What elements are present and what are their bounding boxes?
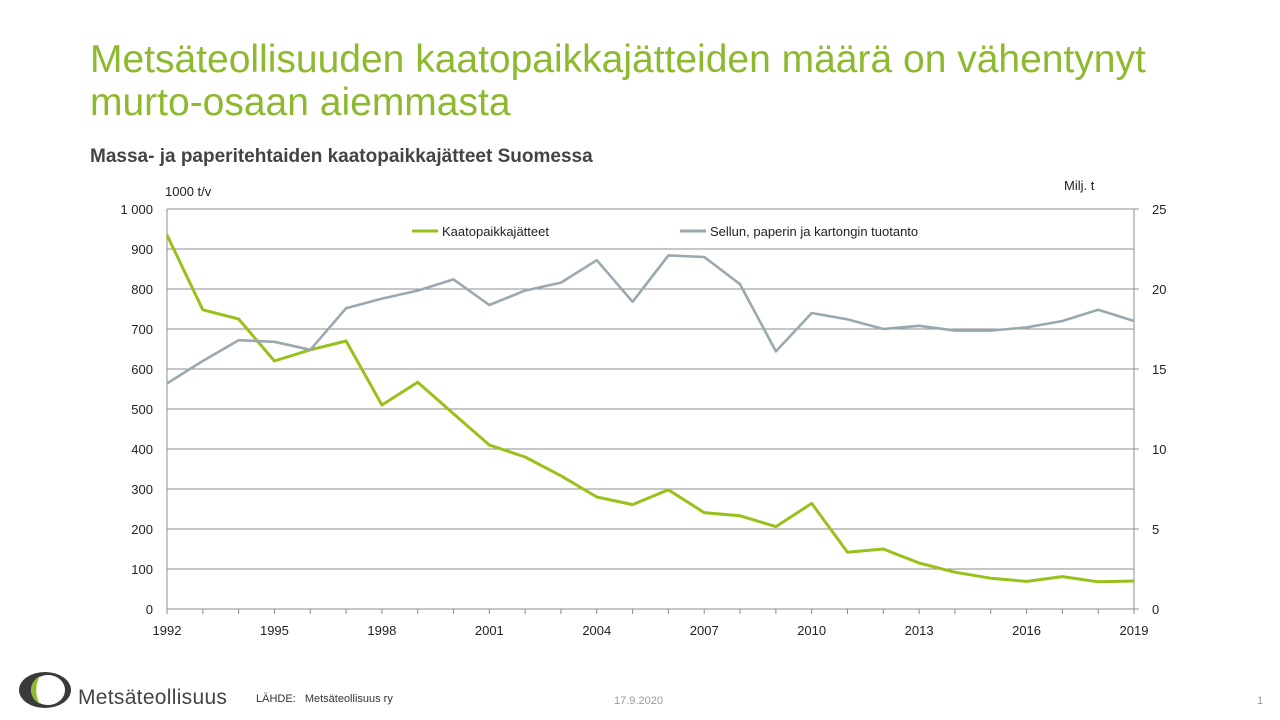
y-left-tick-label: 300: [131, 482, 153, 497]
source-label: LÄHDE:: [256, 693, 296, 705]
slide-title-line-1: Metsäteollisuuden kaatopaikkajätteiden m…: [90, 38, 1146, 81]
y-left-tick-label: 200: [131, 522, 153, 537]
y-left-tick-label: 1 000: [120, 202, 153, 217]
page-number: 1: [1257, 695, 1264, 707]
source-value: Metsäteollisuus ry: [304, 693, 393, 705]
axes: 0 100 200 300 400 500 600 700 800 900 1 000 0 5 10 15 2…: [120, 202, 1166, 638]
x-tick-label: 1998: [367, 623, 396, 638]
source-note: LÄHDE: Metsäteollisuus ry: [256, 693, 393, 705]
y-right-tick-label: 20: [1152, 282, 1166, 297]
legend: Kaatopaikkajätteet Sellun, paperin ja kar…: [412, 224, 918, 239]
y-left-tick-label: 600: [131, 362, 153, 377]
x-tick-label: 1992: [153, 623, 182, 638]
y-left-tick-label: 400: [131, 442, 153, 457]
x-tick-label: 2016: [1012, 623, 1041, 638]
x-tick-label: 2013: [905, 623, 934, 638]
x-tick-label: 2001: [475, 623, 504, 638]
x-tick-label: 2007: [690, 623, 719, 638]
brand-wordmark: Metsäteollisuus: [78, 686, 228, 709]
gridlines: [167, 208, 1134, 610]
x-tick-label: 2004: [582, 623, 611, 638]
y-left-tick-label: 900: [131, 242, 153, 257]
y-left-tick-label: 0: [146, 602, 153, 617]
y-left-axis-label: 1000 t/v: [165, 184, 212, 199]
legend-label: Sellun, paperin ja kartongin tuotanto: [710, 224, 918, 239]
y-left-tick-label: 500: [131, 402, 153, 417]
y-right-tick-label: 5: [1152, 522, 1159, 537]
y-left-tick-label: 700: [131, 322, 153, 337]
legend-label: Kaatopaikkajätteet: [442, 224, 549, 239]
x-tick-label: 2019: [1120, 623, 1149, 638]
chart-subtitle: Massa- ja paperitehtaiden kaatopaikkajät…: [90, 146, 593, 167]
series-lines: [165, 234, 1135, 584]
y-left-tick-label: 800: [131, 282, 153, 297]
y-right-tick-label: 15: [1152, 362, 1166, 377]
y-right-tick-label: 0: [1152, 602, 1159, 617]
slide-title: Metsäteollisuuden kaatopaikkajätteiden m…: [90, 38, 1240, 124]
slide-title-line-2: murto-osaan aiemmasta: [90, 81, 511, 124]
y-right-axis-label: Milj. t: [1064, 178, 1095, 193]
series-line-production: [166, 254, 1135, 385]
y-right-tick-label: 10: [1152, 442, 1166, 457]
y-left-tick-label: 100: [131, 562, 153, 577]
slide-date: 17.9.2020: [614, 695, 663, 707]
x-tick-label: 2010: [797, 623, 826, 638]
y-right-tick-label: 25: [1152, 202, 1166, 217]
x-tick-label: 1995: [260, 623, 289, 638]
series-line-waste: [165, 234, 1135, 584]
metsateollisuus-logo-icon: [19, 672, 71, 708]
